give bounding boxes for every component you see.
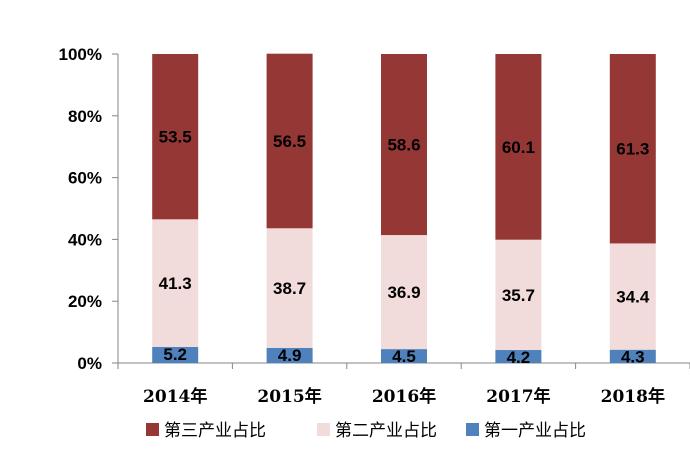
legend: 第三产业占比 第二产业占比 第一产业占比 (146, 421, 586, 441)
y-tick-label: 100% (59, 45, 102, 64)
plot-area: 0% 20% 40% 60% 80% 100% 5.2 41.3 53.5 2014年 4.9 38.… (59, 45, 690, 407)
data-label: 4.9 (278, 346, 302, 365)
legend-label: 第二产业占比 (335, 421, 437, 441)
data-label: 38.7 (273, 279, 306, 298)
data-label: 4.2 (507, 348, 531, 367)
bar-segment (381, 349, 427, 363)
bar-segment (609, 349, 656, 363)
data-label: 41.3 (159, 274, 192, 293)
legend-swatch (146, 423, 159, 436)
bar-segment (495, 239, 542, 351)
legend-label: 第三产业占比 (164, 421, 266, 441)
data-label: 36.9 (387, 283, 420, 302)
x-tick-label: 2014年 (143, 386, 207, 407)
y-tick-label: 80% (68, 107, 102, 126)
data-label: 61.3 (616, 140, 649, 159)
y-tick-label: 60% (68, 169, 102, 188)
data-label: 34.4 (616, 288, 650, 307)
data-label: 60.1 (502, 138, 535, 157)
bar-segment (266, 228, 313, 348)
bar-segment (152, 54, 199, 220)
data-label: 58.6 (387, 136, 420, 155)
bar-segment (495, 350, 542, 363)
y-tick-label: 40% (68, 230, 102, 249)
bar-segment (495, 54, 542, 240)
data-label: 56.5 (273, 132, 306, 151)
bar-segment (152, 219, 199, 347)
bar-segment (266, 53, 313, 229)
bar-segment (609, 54, 656, 244)
legend-swatch (317, 423, 330, 436)
legend-swatch (466, 423, 479, 436)
data-label: 4.3 (621, 348, 645, 367)
data-label: 4.5 (392, 347, 416, 366)
bar-segment (609, 243, 656, 350)
bar-segment (381, 235, 427, 350)
legend-label: 第一产业占比 (484, 421, 586, 441)
y-tick-label: 20% (68, 292, 102, 311)
x-tick-label: 2015年 (257, 386, 321, 407)
y-tick-label: 0% (77, 354, 102, 373)
x-tick-label: 2016年 (372, 386, 436, 407)
x-tick-label: 2017年 (486, 386, 550, 407)
bar-segment (152, 346, 199, 363)
bar-segment (381, 54, 427, 236)
data-label: 5.2 (163, 345, 187, 364)
bar-segment (266, 347, 313, 363)
data-label: 35.7 (502, 286, 535, 305)
x-tick-label: 2018年 (601, 386, 665, 407)
data-label: 53.5 (159, 128, 192, 147)
